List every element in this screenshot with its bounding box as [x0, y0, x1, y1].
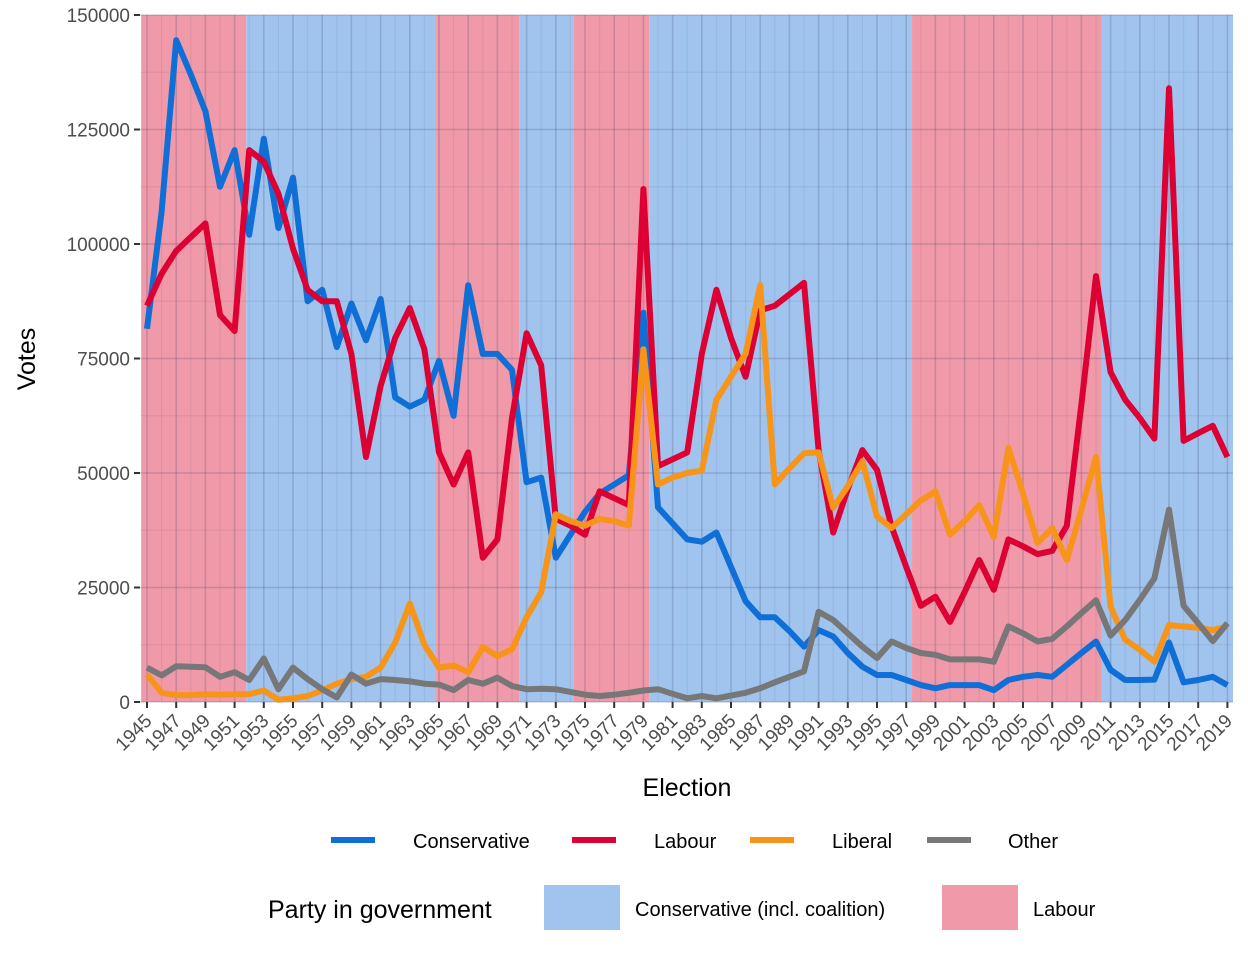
y-tick-label: 100000	[67, 235, 130, 256]
y-tick-label: 125000	[67, 121, 130, 142]
y-axis: 0 25000 50000 75000 100000 125000 150000	[67, 6, 140, 714]
x-axis-title: Election	[643, 774, 732, 802]
gridlines	[140, 14, 1233, 703]
series-line-conservative	[144, 37, 1229, 694]
y-tick-label: 150000	[67, 6, 130, 27]
legend-label-liberal: Liberal	[832, 831, 892, 853]
series-line-labour	[144, 85, 1231, 625]
y-axis-title: Votes	[13, 328, 41, 391]
legend-label-other: Other	[1008, 831, 1058, 853]
y-tick-label: 25000	[77, 579, 130, 600]
legend-label-gov-labour: Labour	[1033, 899, 1096, 921]
legend-label-conservative: Conservative	[413, 831, 530, 853]
legend-swatch-conservative	[544, 885, 620, 930]
government-band-conservative	[649, 15, 913, 702]
government-band-conservative	[246, 15, 437, 702]
government-band-labour	[141, 15, 247, 702]
legend-label-gov-conservative: Conservative (incl. coalition)	[635, 899, 885, 921]
series-lines	[144, 37, 1231, 703]
legend-government: Party in government Conservative (incl. …	[268, 885, 1096, 930]
series-line-other	[145, 506, 1230, 702]
x-axis: 1945194719491951195319551957195919611963…	[112, 702, 1237, 755]
government-band-conservative	[519, 15, 574, 702]
legend-swatch-labour	[942, 885, 1018, 930]
legend-label-labour: Labour	[654, 831, 717, 853]
legend-series: Conservative Labour Liberal Other	[331, 831, 1058, 853]
legend-government-title: Party in government	[268, 896, 492, 924]
y-tick-label: 0	[119, 693, 130, 714]
government-band-labour	[912, 15, 1102, 702]
y-tick-label: 75000	[77, 350, 130, 371]
government-bands	[141, 15, 1233, 702]
series-line-liberal	[144, 282, 1229, 703]
y-tick-label: 50000	[77, 464, 130, 485]
